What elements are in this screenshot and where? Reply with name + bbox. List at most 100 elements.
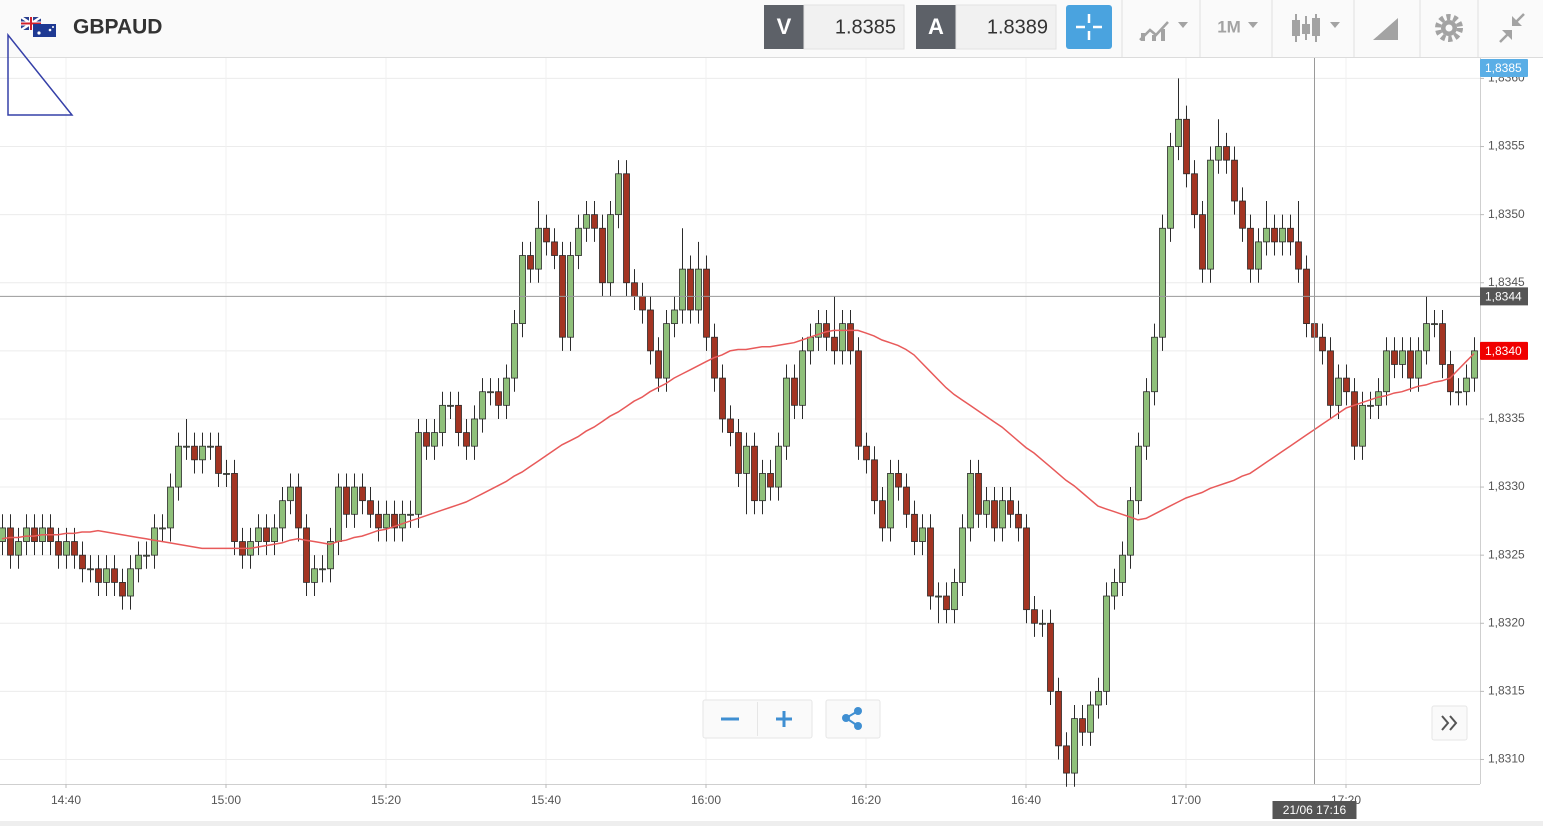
candle (311, 555, 318, 597)
collapse-button[interactable] (1499, 13, 1525, 43)
candle (639, 282, 646, 324)
candle (591, 201, 598, 242)
candle-body (1319, 336, 1326, 352)
candle (1007, 487, 1014, 528)
candle-body (1215, 146, 1222, 161)
candle-body (1271, 227, 1278, 243)
timeframe[interactable]: 1M (1217, 17, 1241, 36)
candle (23, 514, 30, 556)
candle (855, 337, 862, 460)
candle (807, 323, 814, 365)
bottom-strip (0, 821, 1543, 826)
candle (1127, 487, 1134, 569)
candle-body (1287, 227, 1294, 243)
candle-body (887, 473, 894, 529)
candle (1071, 704, 1078, 787)
candle (423, 418, 430, 460)
candle (95, 555, 102, 597)
y-tick-label: 1,8315 (1488, 684, 1525, 698)
candle-body (831, 336, 838, 352)
candle-body (871, 459, 878, 502)
candle-body (1247, 227, 1254, 270)
candle (847, 309, 854, 365)
candle-body (87, 568, 94, 571)
zoom-in[interactable] (776, 711, 792, 727)
sell-price-box[interactable] (803, 4, 905, 50)
candle (887, 459, 894, 542)
moving-average (1, 329, 1475, 550)
y-tick-label: 1,8330 (1488, 479, 1525, 493)
candle-body (143, 554, 150, 557)
candle-body (1415, 350, 1422, 379)
candle-body (935, 595, 942, 598)
candle-body (799, 350, 806, 406)
buy-price[interactable]: 1.8389 (987, 16, 1048, 38)
sell-button[interactable] (764, 5, 804, 49)
candle-style-button[interactable] (1292, 14, 1340, 42)
candle (1439, 309, 1446, 379)
candle-body (255, 527, 262, 542)
candle-body (679, 268, 686, 311)
candle-body (655, 350, 662, 379)
candle (527, 241, 534, 283)
settings-button[interactable] (1435, 14, 1463, 42)
candle (983, 487, 990, 528)
candle-body (1207, 159, 1214, 270)
candle-body (199, 445, 206, 461)
x-tick-label: 14:40 (51, 793, 81, 807)
candle-body (311, 568, 318, 583)
candle (215, 432, 222, 488)
buy-price-box[interactable] (955, 4, 1057, 50)
sell-price[interactable]: 1.8385 (835, 16, 896, 38)
candle (463, 418, 470, 460)
drawing-button[interactable] (1373, 15, 1399, 40)
candle (135, 541, 142, 583)
candle-body (495, 391, 502, 406)
chart-type-button[interactable] (1139, 21, 1188, 41)
candle-body (95, 568, 102, 583)
x-tick-label: 16:40 (1011, 793, 1041, 807)
candle (1207, 146, 1214, 283)
candle (175, 432, 182, 501)
candle (1319, 323, 1326, 365)
candle-body (743, 445, 750, 474)
candle-body (847, 323, 854, 352)
candle-body (767, 473, 774, 488)
candle (15, 527, 22, 569)
scroll-right-button[interactable] (1431, 705, 1468, 741)
candle-body (983, 500, 990, 515)
candle-body (63, 541, 70, 556)
candle-body (1127, 500, 1134, 556)
crosshair-time-box (1272, 801, 1357, 819)
drawn-triangle[interactable] (7, 32, 74, 116)
candle-body (1079, 718, 1086, 733)
candle (71, 527, 78, 569)
candle (1431, 309, 1438, 338)
timeframe-caret[interactable] (1248, 22, 1258, 28)
candle-body (631, 282, 638, 297)
candle (399, 500, 406, 542)
candle-body (687, 268, 694, 311)
candle (967, 459, 974, 542)
candle (1287, 214, 1294, 256)
buy-button[interactable] (916, 5, 956, 49)
candle (615, 160, 622, 229)
x-tick-label: 15:40 (531, 793, 561, 807)
candle-body (623, 173, 630, 284)
sell-label[interactable]: V (777, 14, 792, 39)
candle-body (1463, 377, 1470, 393)
candle (119, 568, 126, 610)
candle-body (911, 513, 918, 542)
candle (1239, 187, 1246, 242)
candle-body (807, 336, 814, 352)
buy-label[interactable]: A (928, 14, 944, 39)
candle (1031, 596, 1038, 637)
candle-body (1263, 227, 1270, 243)
candle (167, 473, 174, 542)
candle (991, 487, 998, 542)
candle (255, 514, 262, 556)
price-label: 1,8385 (1485, 61, 1522, 75)
crosshair-button[interactable] (1066, 5, 1112, 49)
candle (1063, 732, 1070, 787)
share-button[interactable] (825, 699, 881, 739)
